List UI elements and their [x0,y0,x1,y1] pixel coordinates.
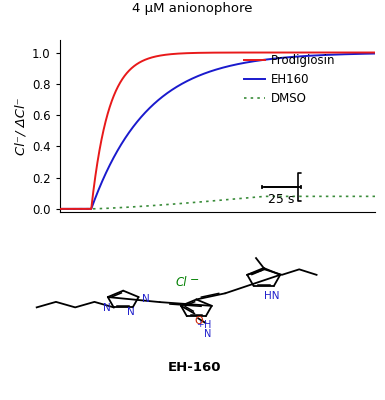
Y-axis label: Cl⁻/ ΔCl⁻: Cl⁻/ ΔCl⁻ [15,97,28,155]
Text: 25 s: 25 s [268,193,295,206]
Text: EH-160: EH-160 [168,361,221,374]
Text: +: + [196,320,204,329]
Text: Cl: Cl [175,276,187,289]
Text: N: N [103,304,110,314]
Text: H
N: H N [204,320,211,339]
Text: O: O [194,316,203,326]
Legend: Prodigiosin, EH160, DMSO: Prodigiosin, EH160, DMSO [239,49,340,110]
Text: N: N [127,307,135,317]
Text: HN: HN [264,291,280,301]
Text: N: N [142,294,149,304]
Text: 4 μM anionophore: 4 μM anionophore [132,2,253,15]
Text: −: − [190,275,199,285]
